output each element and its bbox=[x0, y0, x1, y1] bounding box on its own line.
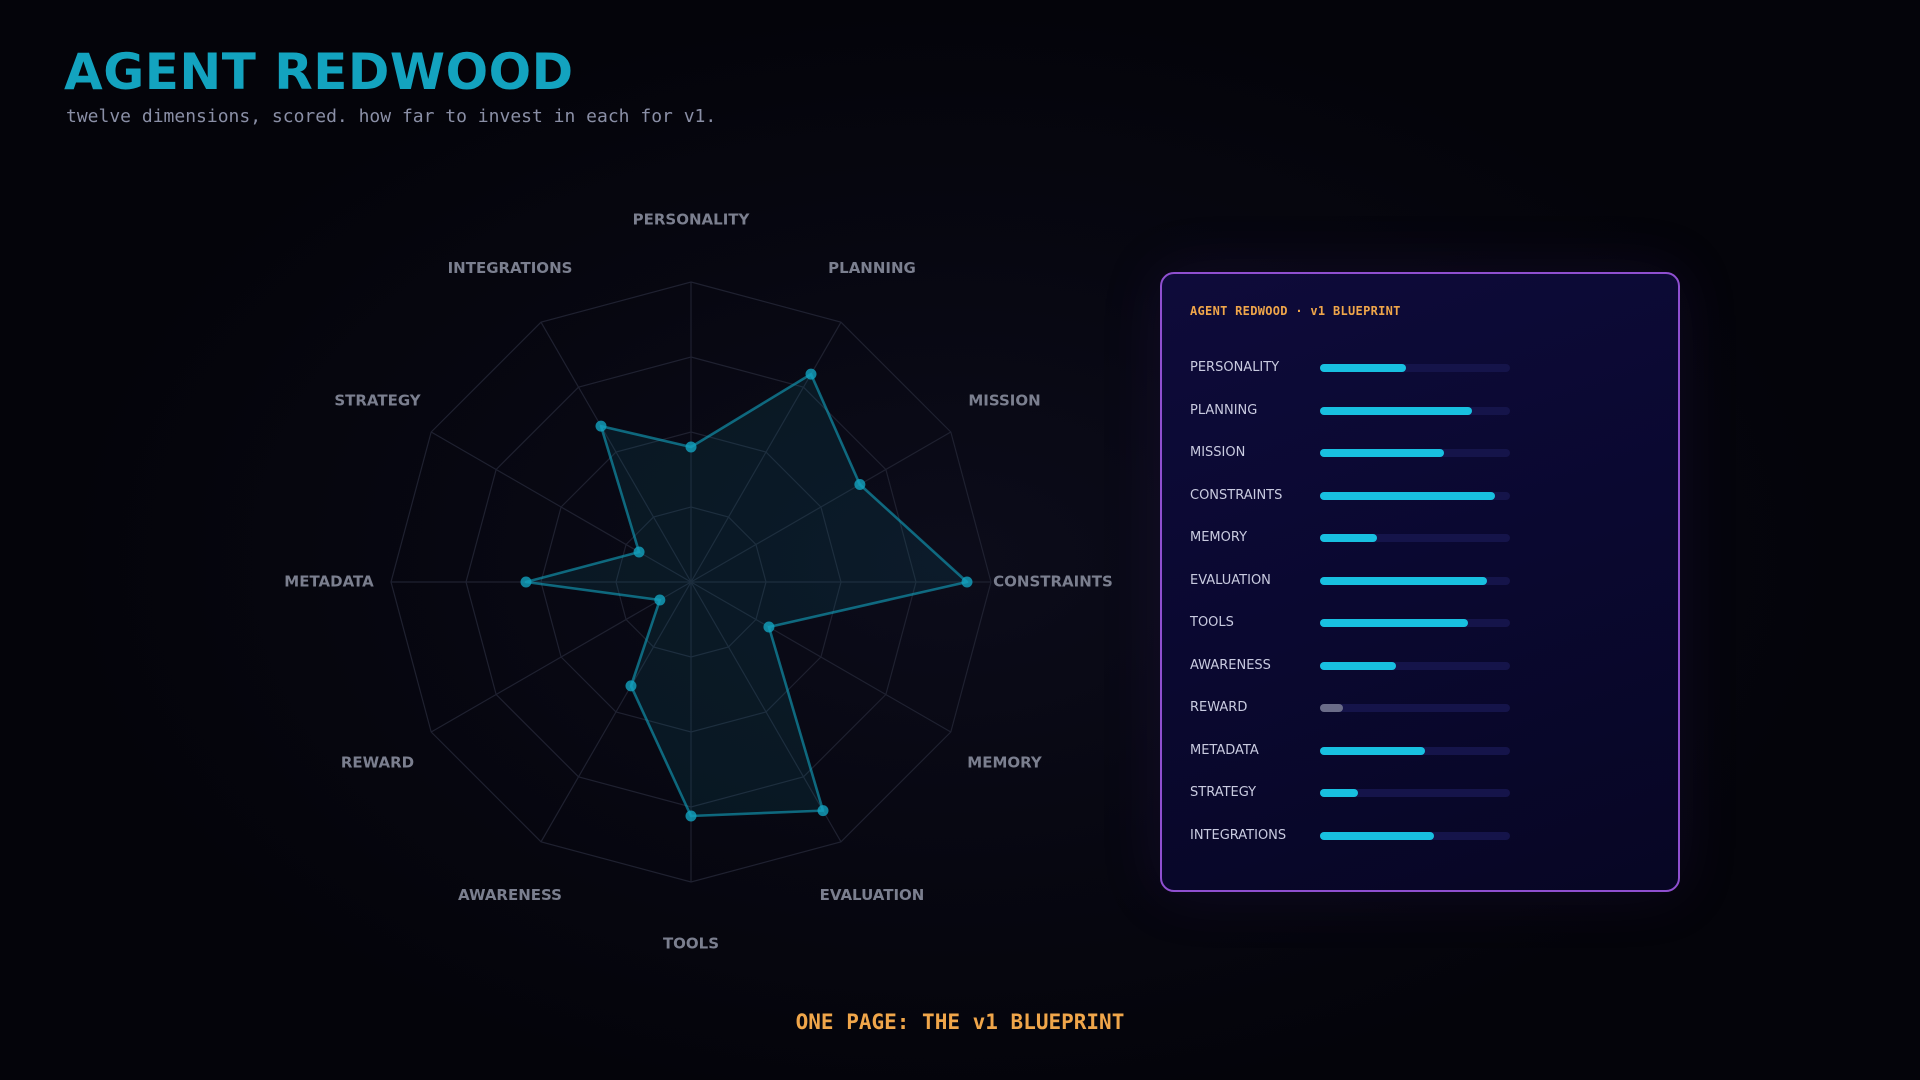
blueprint-bar-track-evaluation bbox=[1320, 576, 1510, 585]
blueprint-label-metadata: METADATA bbox=[1190, 742, 1259, 758]
blueprint-label-strategy: STRATEGY bbox=[1190, 785, 1257, 800]
blueprint-label-planning: PLANNING bbox=[1190, 402, 1258, 418]
radar-point-reward bbox=[654, 594, 666, 606]
footer-caption: ONE PAGE: THE v1 BLUEPRINT bbox=[795, 1010, 1125, 1034]
blueprint-label-personality: PERSONALITY bbox=[1190, 360, 1280, 375]
blueprint-row-tools: TOOLS bbox=[1190, 613, 1660, 633]
blueprint-bar-integrations bbox=[1320, 831, 1434, 840]
blueprint-bar-track-awareness bbox=[1320, 661, 1510, 670]
blueprint-bar-evaluation bbox=[1320, 576, 1488, 585]
radar-spoke-strategy bbox=[430, 431, 692, 583]
blueprint-label-tools: TOOLS bbox=[1190, 615, 1234, 630]
blueprint-row-reward: REWARD bbox=[1190, 698, 1660, 718]
blueprint-bar-memory bbox=[1320, 534, 1377, 542]
blueprint-bar-track-memory bbox=[1320, 534, 1510, 542]
blueprint-label-memory: MEMORY bbox=[1190, 530, 1248, 545]
blueprint-row-planning: PLANNING bbox=[1190, 401, 1660, 421]
blueprint-bar-mission bbox=[1320, 449, 1444, 457]
blueprint-row-memory: MEMORY bbox=[1190, 528, 1660, 548]
radar-axis-label-mission: MISSION bbox=[968, 392, 1040, 410]
radar-axis-label-planning: PLANNING bbox=[828, 259, 916, 277]
radar-point-personality bbox=[685, 441, 697, 453]
radar-spoke-memory bbox=[690, 581, 952, 733]
radar-axis-label-reward: REWARD bbox=[341, 754, 414, 772]
radar-axis-label-tools: TOOLS bbox=[663, 935, 719, 953]
radar-point-constraints bbox=[961, 576, 973, 588]
blueprint-bar-track-planning bbox=[1320, 406, 1510, 415]
radar-axis-label-metadata: METADATA bbox=[284, 573, 374, 591]
radar-axis-labels: PERSONALITY PLANNING MISSION CONSTRAINTS MEM… bbox=[284, 211, 1113, 953]
panel-title: AGENT REDWOOD · v1 BLUEPRINT bbox=[1190, 304, 1401, 318]
blueprint-bar-track-mission bbox=[1320, 449, 1510, 457]
blueprint-bar-track-reward bbox=[1320, 704, 1510, 712]
blueprint-label-integrations: INTEGRATIONS bbox=[1190, 827, 1287, 843]
radar-point-mission bbox=[854, 479, 866, 490]
radar-spoke-awareness bbox=[540, 581, 692, 843]
blueprint-bar-track-metadata bbox=[1320, 746, 1510, 755]
radar-point-metadata bbox=[520, 576, 532, 588]
radar-axis-label-strategy: STRATEGY bbox=[334, 392, 421, 410]
radar-axis-label-memory: MEMORY bbox=[967, 754, 1043, 772]
blueprint-label-evaluation: EVALUATION bbox=[1190, 572, 1271, 588]
blueprint-label-reward: REWARD bbox=[1190, 700, 1248, 715]
blueprint-bar-planning bbox=[1320, 406, 1472, 415]
blueprint-row-personality: PERSONALITY bbox=[1190, 358, 1660, 378]
blueprint-bar-strategy bbox=[1320, 789, 1358, 797]
radar-axis-label-evaluation: EVALUATION bbox=[820, 886, 925, 904]
blueprint-panel: AGENT REDWOOD · v1 BLUEPRINT PERSONALITY… bbox=[1160, 272, 1680, 892]
radar-spoke-mission bbox=[690, 431, 952, 583]
radar-spoke-integrations bbox=[540, 321, 692, 583]
page-title: AGENT REDWOOD bbox=[64, 43, 574, 101]
blueprint-row-awareness: AWARENESS bbox=[1190, 656, 1660, 676]
page-subtitle: twelve dimensions, scored. how far to in… bbox=[66, 106, 717, 127]
radar-point-memory bbox=[763, 621, 775, 633]
blueprint-label-mission: MISSION bbox=[1190, 445, 1246, 460]
radar-spoke-reward bbox=[430, 581, 692, 733]
radar-point-integrations bbox=[595, 420, 607, 432]
blueprint-bar-track-strategy bbox=[1320, 789, 1510, 797]
blueprint-row-evaluation: EVALUATION bbox=[1190, 571, 1660, 591]
radar-axis-label-integrations: INTEGRATIONS bbox=[448, 259, 573, 277]
radar-series bbox=[520, 368, 973, 822]
blueprint-bar-personality bbox=[1320, 364, 1406, 372]
radar-point-tools bbox=[685, 810, 697, 822]
radar-point-awareness bbox=[625, 680, 637, 692]
blueprint-label-awareness: AWARENESS bbox=[1190, 657, 1271, 673]
blueprint-label-constraints: CONSTRAINTS bbox=[1190, 487, 1283, 503]
radar-series-shape bbox=[524, 372, 969, 818]
radar-point-planning bbox=[805, 368, 817, 380]
blueprint-bar-constraints bbox=[1320, 491, 1495, 500]
radar-spoke-planning bbox=[690, 321, 842, 583]
blueprint-row-constraints: CONSTRAINTS bbox=[1190, 486, 1660, 506]
blueprint-bar-awareness bbox=[1320, 661, 1396, 670]
blueprint-bar-track-tools bbox=[1320, 619, 1510, 627]
radar-point-evaluation bbox=[817, 805, 829, 817]
blueprint-row-strategy: STRATEGY bbox=[1190, 783, 1660, 803]
blueprint-row-integrations: INTEGRATIONS bbox=[1190, 826, 1660, 846]
blueprint-bar-tools bbox=[1320, 619, 1469, 627]
blueprint-bar-track-personality bbox=[1320, 364, 1510, 372]
radar-axis-label-awareness: AWARENESS bbox=[458, 886, 562, 904]
blueprint-bar-metadata bbox=[1320, 746, 1425, 755]
blueprint-bar-track-integrations bbox=[1320, 831, 1510, 840]
blueprint-bar-reward bbox=[1320, 704, 1343, 712]
radar-point-strategy bbox=[633, 546, 645, 558]
blueprint-bar-track-constraints bbox=[1320, 491, 1510, 500]
radar-spoke-evaluation bbox=[690, 581, 842, 843]
radar-axis-label-constraints: CONSTRAINTS bbox=[993, 573, 1113, 591]
blueprint-row-metadata: METADATA bbox=[1190, 741, 1660, 761]
radar-grid bbox=[390, 281, 992, 883]
radar-axis-label-personality: PERSONALITY bbox=[633, 211, 751, 229]
blueprint-row-mission: MISSION bbox=[1190, 443, 1660, 463]
